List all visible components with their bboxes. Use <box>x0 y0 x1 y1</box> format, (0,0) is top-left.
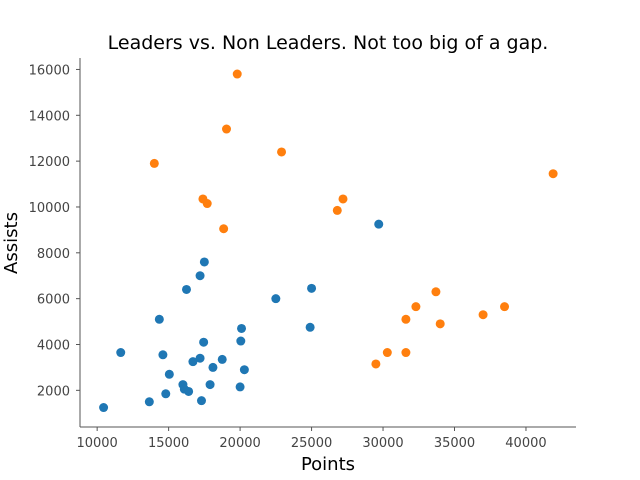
data-point <box>232 69 242 79</box>
y-tick-label: 2000 <box>37 384 70 399</box>
x-tick-label: 40000 <box>505 436 546 451</box>
data-point <box>239 365 249 375</box>
data-point <box>184 386 194 396</box>
data-point <box>202 199 212 209</box>
data-point <box>435 319 445 329</box>
data-point <box>401 314 411 324</box>
data-point <box>478 310 488 320</box>
data-point <box>338 194 348 204</box>
x-tick-label: 30000 <box>362 436 403 451</box>
y-axis-title: Assists <box>1 212 22 274</box>
data-point <box>277 147 287 157</box>
data-point <box>164 369 174 379</box>
data-point <box>188 357 198 367</box>
data-point <box>199 337 209 347</box>
y-tick-label: 14000 <box>29 109 70 124</box>
data-point <box>382 348 392 358</box>
data-point <box>195 353 205 363</box>
data-point <box>548 169 558 179</box>
y-tick-label: 8000 <box>37 247 70 262</box>
data-point <box>431 287 441 297</box>
data-point <box>411 302 421 312</box>
data-point <box>181 284 191 294</box>
data-point <box>154 314 164 324</box>
y-tick-label: 12000 <box>29 155 70 170</box>
data-point <box>222 124 232 134</box>
data-points <box>99 69 558 413</box>
y-tick-label: 16000 <box>29 63 70 78</box>
x-tick-label: 10000 <box>76 436 117 451</box>
x-ticks: 10000 15000 20000 25000 30000 35000 40000 <box>76 427 547 451</box>
data-point <box>219 224 229 234</box>
data-point <box>271 294 281 304</box>
data-point <box>305 322 315 332</box>
data-point <box>196 396 206 406</box>
data-point <box>116 348 126 358</box>
x-tick-label: 35000 <box>434 436 475 451</box>
x-tick-label: 25000 <box>291 436 332 451</box>
data-point <box>371 359 381 369</box>
data-point <box>208 362 218 372</box>
data-point <box>332 205 342 215</box>
y-ticks: 2000 4000 6000 8000 10000 12000 14000 16000 <box>29 63 80 399</box>
y-tick-label: 4000 <box>37 338 70 353</box>
x-tick-label: 15000 <box>148 436 189 451</box>
x-axis-title: Points <box>301 454 355 475</box>
data-point <box>237 323 247 333</box>
series-0 <box>99 219 384 413</box>
data-point <box>161 389 171 399</box>
y-tick-label: 6000 <box>37 293 70 308</box>
data-point <box>401 348 411 358</box>
data-point <box>217 354 227 364</box>
data-point <box>500 302 510 312</box>
data-point <box>199 257 209 267</box>
series-1 <box>149 69 558 369</box>
data-point <box>236 336 246 346</box>
chart-title: Leaders vs. Non Leaders. Not too big of … <box>108 32 549 54</box>
axes <box>79 58 576 428</box>
data-point <box>195 271 205 281</box>
data-point <box>205 380 215 390</box>
data-point <box>235 382 245 392</box>
data-point <box>158 350 168 360</box>
y-tick-label: 10000 <box>29 201 70 216</box>
data-point <box>374 219 384 229</box>
data-point <box>144 397 154 407</box>
data-point <box>99 403 109 413</box>
data-point <box>307 283 317 293</box>
data-point <box>149 158 159 168</box>
x-tick-label: 20000 <box>219 436 260 451</box>
